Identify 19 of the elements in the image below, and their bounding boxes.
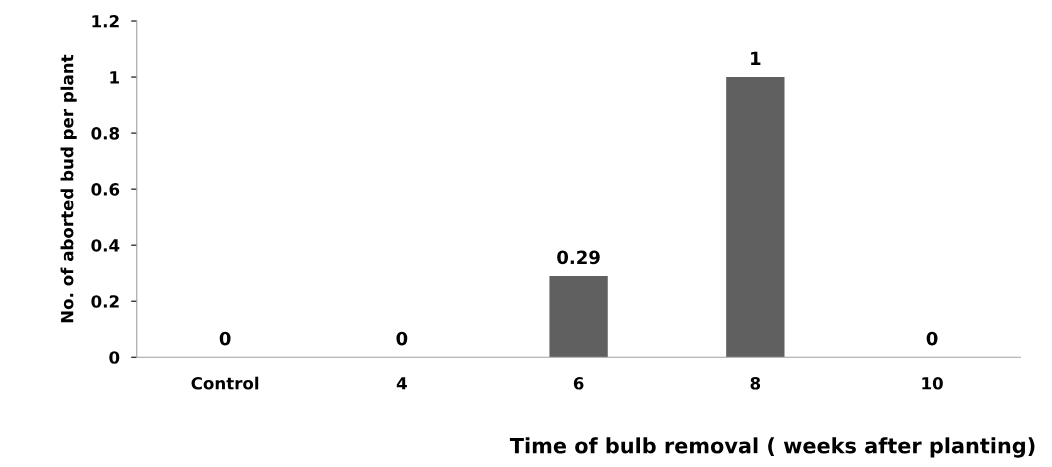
x-tick-label: Control — [191, 376, 259, 390]
y-tick-label: 0.2 — [91, 295, 119, 308]
x-axis-title: Time of bulb removal ( weeks after planting) — [509, 437, 1035, 458]
data-label: 0 — [219, 331, 231, 346]
data-label: 1 — [751, 51, 761, 65]
y-tick-label: 0.4 — [91, 239, 120, 252]
y-tick-label: 0.8 — [91, 127, 120, 140]
y-tick-label: 0.6 — [91, 183, 120, 196]
x-tick-label: 8 — [750, 376, 761, 390]
x-tick-label: 4 — [396, 377, 407, 390]
x-tick-label: 10 — [922, 376, 943, 390]
data-label: 0.29 — [557, 250, 600, 265]
data-label: 0 — [926, 331, 938, 346]
x-tick-label: 6 — [573, 377, 584, 390]
y-tick-label: 1 — [110, 71, 119, 84]
y-tick-label: 0 — [109, 351, 120, 364]
y-tick-label: 1.2 — [92, 14, 119, 28]
data-label: 0 — [396, 331, 408, 346]
y-axis-title: No. of aborted bud per plant — [60, 54, 77, 323]
